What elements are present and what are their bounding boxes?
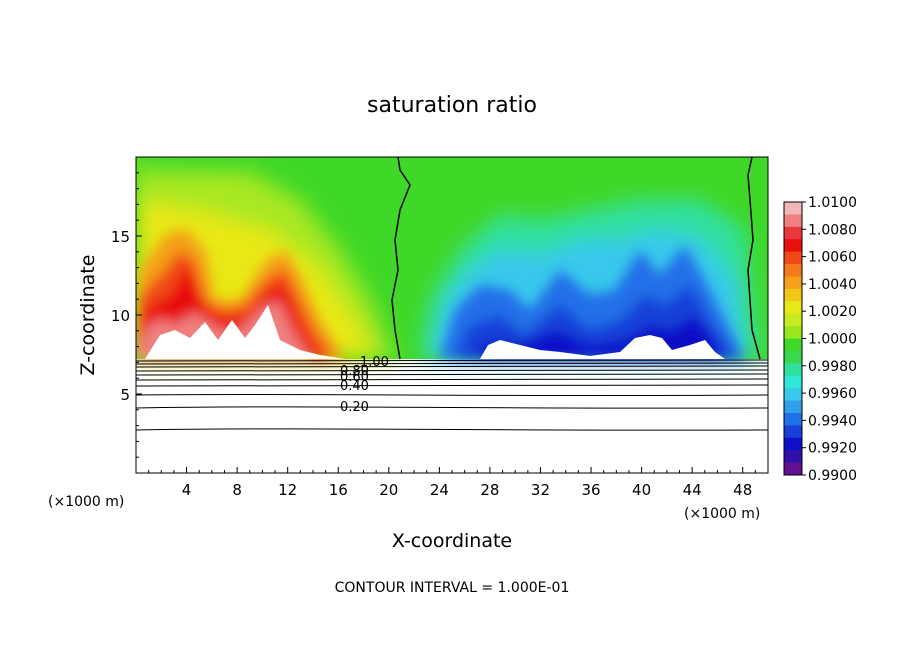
contour-label: 1.00: [360, 355, 389, 370]
lower-contours: [136, 359, 768, 431]
x-tick-label: 16: [329, 481, 348, 499]
y-tick-label: 10: [111, 307, 130, 325]
colorbar-swatch: [784, 226, 802, 240]
footer-contour-interval: CONTOUR INTERVAL = 1.000E-01: [335, 580, 570, 596]
cloud-shape-east: [480, 335, 725, 359]
x-axis: 4 8 12 16 20 24 28 32 36 40 44 48: [148, 467, 756, 499]
colorbar-swatch: [784, 388, 802, 402]
colorbar-swatch: [784, 264, 802, 277]
cloud-shape-west: [145, 305, 345, 359]
x-tick-label: 40: [632, 481, 651, 499]
contour-saturation-1: [391, 157, 411, 360]
x-tick-label: 36: [581, 481, 600, 499]
colorbar-label: 1.0060: [808, 250, 857, 266]
colorbar-swatch: [784, 301, 802, 315]
colorbar-label: 1.0080: [808, 222, 857, 238]
colorbar-swatch: [784, 400, 802, 414]
colorbar-label: 0.9940: [808, 413, 857, 429]
x-tick-label: 4: [182, 481, 192, 499]
colorbar-swatch: [784, 412, 802, 426]
colorbar-swatch: [784, 313, 802, 327]
colorbar-label: 1.0020: [808, 304, 857, 320]
colorbar-swatch: [784, 276, 802, 290]
x-tick-label: 8: [232, 481, 242, 499]
colorbar-swatch: [784, 450, 802, 464]
colorbar-label: 0.9900: [808, 468, 857, 484]
x-tick-label: 20: [379, 481, 398, 499]
colorbar-swatch: [784, 375, 802, 389]
x-unit-right: (×1000 m): [684, 506, 760, 522]
colorbar-swatch: [784, 251, 802, 265]
colorbar-swatch: [784, 462, 802, 476]
colorbar-swatch: [784, 350, 802, 364]
colorbar-swatch: [784, 363, 802, 377]
chart-title: saturation ratio: [367, 93, 537, 118]
y-tick-label: 15: [111, 228, 130, 246]
colorbar-label: 0.9980: [808, 359, 857, 375]
contour-label: 0.20: [340, 400, 369, 415]
x-tick-label: 32: [531, 481, 550, 499]
y-axis-label: Z-coordinate: [77, 255, 99, 376]
colorbar-swatch: [784, 425, 802, 439]
colorbar-swatch: [784, 326, 802, 339]
contour-labels: 1.00 0.80 0.60 0.40 0.20: [340, 355, 389, 415]
contour-label: 0.80: [340, 364, 369, 379]
colorbar-swatch: [784, 202, 802, 215]
x-tick-label: 48: [733, 481, 752, 499]
x-unit-left: (×1000 m): [48, 494, 124, 510]
x-tick-label: 44: [683, 481, 702, 499]
colorbar: 1.0100 1.0080 1.0060 1.0040 1.0020 1.0000 0.99…: [783, 195, 857, 484]
colorbar-label: 1.0100: [808, 195, 857, 211]
x-axis-label: X-coordinate: [392, 530, 512, 552]
colorbar-label: 0.9920: [808, 441, 857, 457]
contour-label: 0.40: [340, 379, 369, 394]
colorbar-swatch: [784, 288, 802, 302]
contour-label: 0.60: [340, 370, 369, 385]
x-tick-label: 24: [430, 481, 449, 499]
plot-area: [136, 157, 768, 473]
colorbar-label: 1.0040: [808, 277, 857, 293]
colorbar-swatch: [784, 338, 802, 352]
colorbar-swatch: [784, 437, 802, 451]
colorbar-swatch: [784, 239, 802, 253]
colorbar-label: 0.9960: [808, 386, 857, 402]
contour-saturation-2: [747, 157, 761, 360]
colorbar-label: 1.0000: [808, 332, 857, 348]
colorbar-swatch: [784, 214, 802, 228]
y-tick-label: 5: [120, 386, 130, 404]
x-tick-label: 28: [480, 481, 499, 499]
y-axis: 5 10 15: [111, 172, 142, 458]
x-tick-label: 12: [278, 481, 297, 499]
